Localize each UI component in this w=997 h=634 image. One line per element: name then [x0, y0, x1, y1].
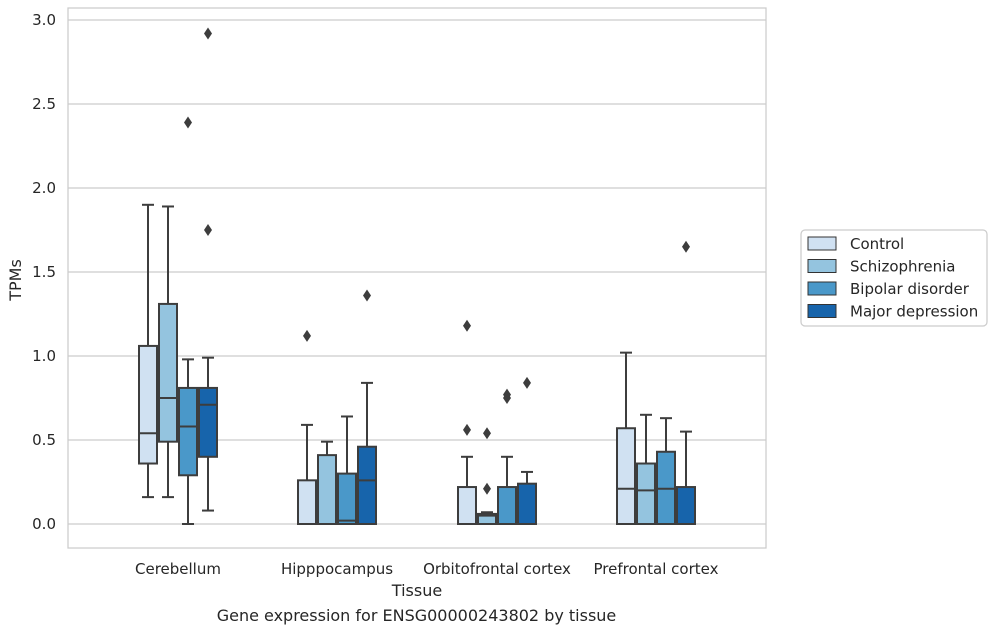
- box-bipolar-disorder: [337, 415, 357, 526]
- box-control: [616, 351, 636, 525]
- box-body: [158, 302, 178, 443]
- y-tick-label: 0.5: [32, 431, 56, 449]
- box-body: [457, 486, 477, 526]
- outlier-point: [463, 319, 471, 332]
- box-major-depression: [198, 27, 218, 512]
- y-tick-label: 2.0: [32, 179, 56, 197]
- box-body: [477, 512, 497, 525]
- legend-frame: [800, 229, 988, 327]
- x-tick-label: Hipppocampus: [281, 560, 393, 578]
- box-control: [297, 329, 317, 526]
- legend-label: Control: [850, 235, 904, 253]
- legend-swatch: [807, 259, 837, 273]
- box-body: [357, 445, 377, 525]
- legend-swatch: [807, 236, 837, 251]
- box-schizophrenia: [477, 427, 497, 525]
- outlier-point: [523, 376, 531, 389]
- box-control: [138, 203, 158, 499]
- legend: Control Schizophrenia Bipolar disorder Majo…: [800, 229, 988, 327]
- box-body: [636, 462, 656, 525]
- box-schizophrenia: [636, 413, 656, 525]
- outlier-point: [483, 482, 491, 495]
- box-body: [337, 472, 357, 526]
- box-body: [317, 454, 337, 525]
- outlier-point: [184, 116, 192, 129]
- box-major-depression: [676, 240, 696, 526]
- y-axis-ticks: 0.0 0.5 1.0 1.5 2.0 2.5 3.0: [32, 11, 56, 533]
- outlier-point: [463, 423, 471, 436]
- plot-area-frame: [67, 7, 767, 549]
- x-axis-ticks: Cerebellum Hipppocampus Orbitofrontal cort…: [135, 560, 719, 578]
- box-control: [457, 319, 477, 526]
- outlier-point: [204, 27, 212, 40]
- outlier-point: [682, 240, 690, 253]
- y-tick-label: 1.0: [32, 347, 56, 365]
- box-body: [297, 479, 317, 526]
- box-schizophrenia: [317, 440, 337, 525]
- figure-caption: Gene expression for ENSG00000243802 by t…: [216, 606, 617, 625]
- grid-layer: [68, 19, 766, 525]
- legend-swatch: [807, 304, 837, 318]
- x-axis-label: Tissue: [391, 581, 442, 600]
- box-bipolar-disorder: [497, 388, 517, 526]
- box-major-depression: [517, 376, 537, 525]
- box-body: [497, 486, 517, 526]
- outlier-point: [483, 427, 491, 440]
- x-tick-label: Prefrontal cortex: [594, 560, 719, 578]
- legend-label: Schizophrenia: [850, 258, 955, 276]
- boxes-layer: [138, 27, 696, 526]
- box-body: [616, 427, 636, 525]
- outlier-point: [204, 224, 212, 236]
- box-body: [676, 486, 696, 526]
- box-body: [138, 344, 158, 465]
- y-tick-label: 1.5: [32, 263, 56, 281]
- box-body: [517, 482, 537, 525]
- box-major-depression: [357, 289, 377, 525]
- y-tick-label: 0.0: [32, 515, 56, 533]
- box-schizophrenia: [158, 205, 178, 499]
- y-tick-label: 3.0: [32, 11, 56, 29]
- box-body: [178, 386, 198, 477]
- box-body: [198, 386, 218, 458]
- outlier-point: [363, 289, 371, 302]
- outlier-point: [303, 329, 311, 342]
- legend-label: Bipolar disorder: [850, 280, 970, 298]
- x-tick-label: Cerebellum: [135, 560, 221, 578]
- box-bipolar-disorder: [656, 417, 676, 526]
- y-axis-label: TPMs: [6, 259, 25, 302]
- outlier-point: [503, 388, 511, 401]
- box-bipolar-disorder: [178, 116, 198, 525]
- y-tick-label: 2.5: [32, 95, 56, 113]
- x-tick-label: Orbitofrontal cortex: [423, 560, 571, 578]
- legend-label: Major depression: [850, 303, 978, 321]
- legend-swatch: [807, 281, 837, 296]
